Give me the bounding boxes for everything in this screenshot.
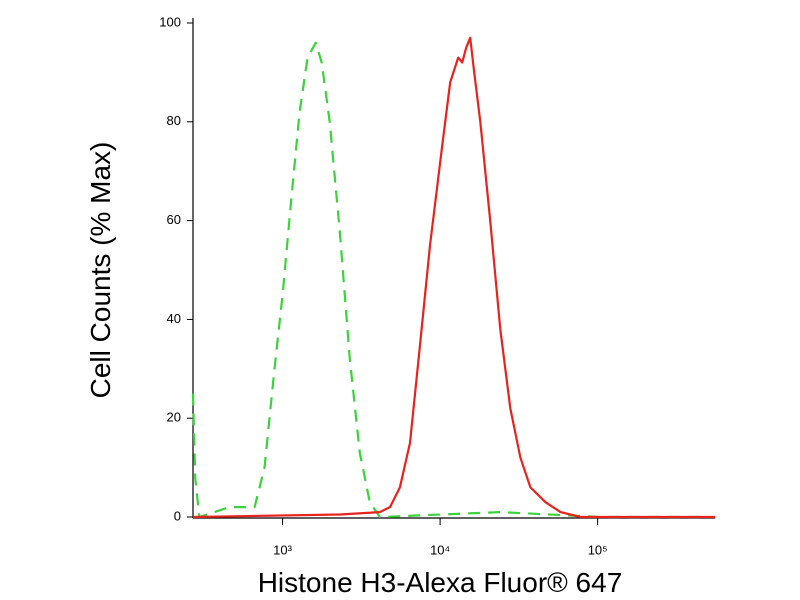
y-tick-label: 100 — [159, 14, 181, 29]
y-tick-label: 80 — [167, 113, 181, 128]
y-tick-label: 40 — [167, 311, 181, 326]
y-tick-label: 0 — [174, 508, 181, 523]
x-tick-label: 10³ — [273, 542, 292, 557]
x-axis-title: Histone H3-Alexa Fluor® 647 — [258, 567, 623, 598]
y-tick-label: 60 — [167, 212, 181, 227]
series-line — [192, 36, 715, 519]
x-tick-label: 10⁴ — [430, 542, 450, 557]
y-tick-label: 20 — [167, 410, 181, 425]
x-tick-label: 10⁵ — [588, 542, 608, 557]
series-line — [191, 41, 701, 519]
y-axis-title: Cell Counts (% Max) — [85, 142, 116, 399]
